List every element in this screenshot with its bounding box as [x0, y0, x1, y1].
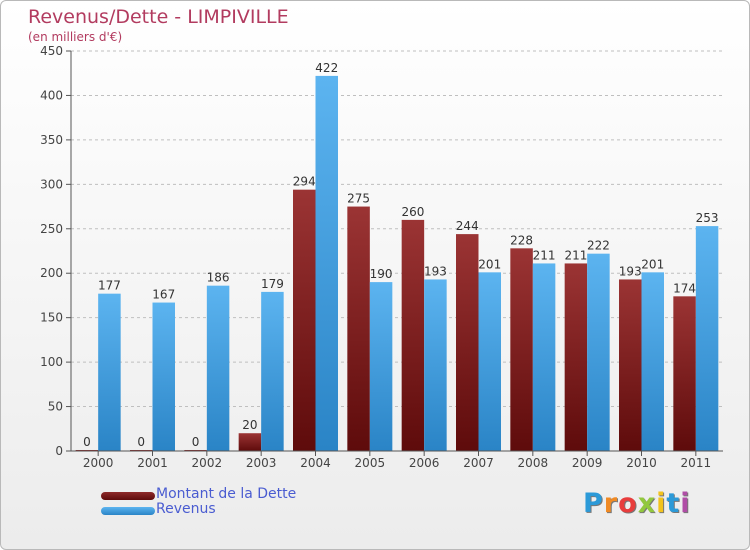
data-label-debt: 228	[510, 233, 533, 247]
bar-revenus	[98, 293, 121, 451]
data-label-revenus: 190	[370, 267, 393, 281]
bar-chart: 0 177 0 167 0 186 20 179 294 422 275 190 260 193 244 20…	[40, 44, 723, 470]
y-tick-label: 150	[40, 311, 63, 325]
y-tick-label: 250	[40, 222, 63, 236]
logo-letter: r	[603, 488, 619, 519]
data-label-debt: 294	[293, 175, 316, 189]
chart-title: Revenus/Dette - LIMPIVILLE	[28, 6, 289, 28]
y-tick-label: 200	[40, 266, 63, 280]
x-tick-label: 2010	[626, 456, 657, 470]
bar-revenus	[261, 291, 284, 451]
bar-debt	[293, 189, 316, 451]
logo-letter: i	[656, 488, 667, 519]
data-label-revenus: 177	[98, 279, 121, 293]
data-label-revenus: 222	[587, 239, 610, 253]
chart-subtitle: (en milliers d'€)	[28, 30, 123, 44]
x-tick-label: 2005	[355, 456, 386, 470]
bar-debt	[510, 248, 533, 451]
legend-swatch-debt	[101, 492, 155, 500]
bar-revenus	[424, 279, 447, 451]
y-tick-label: 400	[40, 88, 63, 102]
bar-debt	[238, 433, 262, 451]
y-tick-label: 350	[40, 133, 63, 147]
y-tick-label: 100	[40, 355, 63, 369]
y-tick-label: 0	[55, 444, 63, 458]
y-tick-label: 50	[48, 400, 63, 414]
legend-swatch-revenus	[101, 507, 155, 515]
data-label-revenus: 422	[315, 61, 338, 75]
legend-label-debt: Montant de la Dette	[156, 486, 297, 502]
bar-debt	[673, 296, 696, 451]
data-label-revenus: 201	[478, 257, 501, 271]
data-label-revenus: 179	[261, 277, 284, 291]
logo-letter: o	[618, 488, 638, 519]
proxiti-logo: Proxiti	[583, 488, 691, 519]
bar-debt	[456, 234, 479, 451]
bar-debt	[401, 219, 425, 451]
data-label-revenus: 193	[424, 264, 447, 278]
data-label-debt: 275	[347, 192, 370, 206]
x-tick-label: 2011	[681, 456, 712, 470]
x-tick-label: 2002	[192, 456, 223, 470]
data-label-revenus: 167	[152, 288, 175, 302]
bar-revenus	[587, 253, 610, 451]
logo-letter: x	[637, 488, 657, 519]
data-label-debt: 0	[137, 435, 145, 449]
x-tick-label: 2008	[518, 456, 549, 470]
bar-revenus	[206, 285, 230, 451]
bar-debt	[564, 263, 588, 451]
data-label-revenus: 186	[207, 271, 230, 285]
logo-letter: i	[680, 488, 691, 519]
bar-revenus	[532, 263, 556, 451]
bar-revenus	[641, 272, 664, 451]
data-label-revenus: 201	[641, 257, 664, 271]
data-label-debt: 20	[242, 418, 257, 432]
x-tick-label: 2009	[572, 456, 603, 470]
data-label-debt: 174	[673, 281, 696, 295]
bar-revenus	[315, 75, 338, 451]
data-label-revenus: 253	[696, 211, 719, 225]
y-tick-label: 300	[40, 177, 63, 191]
data-label-debt: 0	[192, 435, 200, 449]
x-tick-label: 2003	[246, 456, 277, 470]
bar-revenus	[369, 282, 393, 451]
data-label-debt: 0	[83, 435, 91, 449]
logo-letter: P	[583, 488, 604, 519]
x-tick-label: 2000	[83, 456, 114, 470]
data-label-debt: 211	[564, 248, 587, 262]
data-label-debt: 260	[401, 205, 424, 219]
bar-revenus	[695, 226, 719, 451]
x-tick-label: 2007	[463, 456, 494, 470]
x-tick-label: 2004	[300, 456, 331, 470]
legend-label-revenus: Revenus	[156, 501, 216, 517]
bar-revenus	[152, 302, 175, 451]
data-label-debt: 244	[456, 219, 479, 233]
bar-revenus	[478, 272, 501, 451]
bar-debt	[619, 279, 642, 451]
data-label-debt: 193	[619, 264, 642, 278]
y-tick-label: 450	[40, 44, 63, 58]
bar-debt	[347, 206, 370, 451]
data-label-revenus: 211	[533, 248, 556, 262]
x-tick-label: 2001	[137, 456, 168, 470]
logo-letter: t	[666, 488, 681, 519]
x-tick-label: 2006	[409, 456, 440, 470]
